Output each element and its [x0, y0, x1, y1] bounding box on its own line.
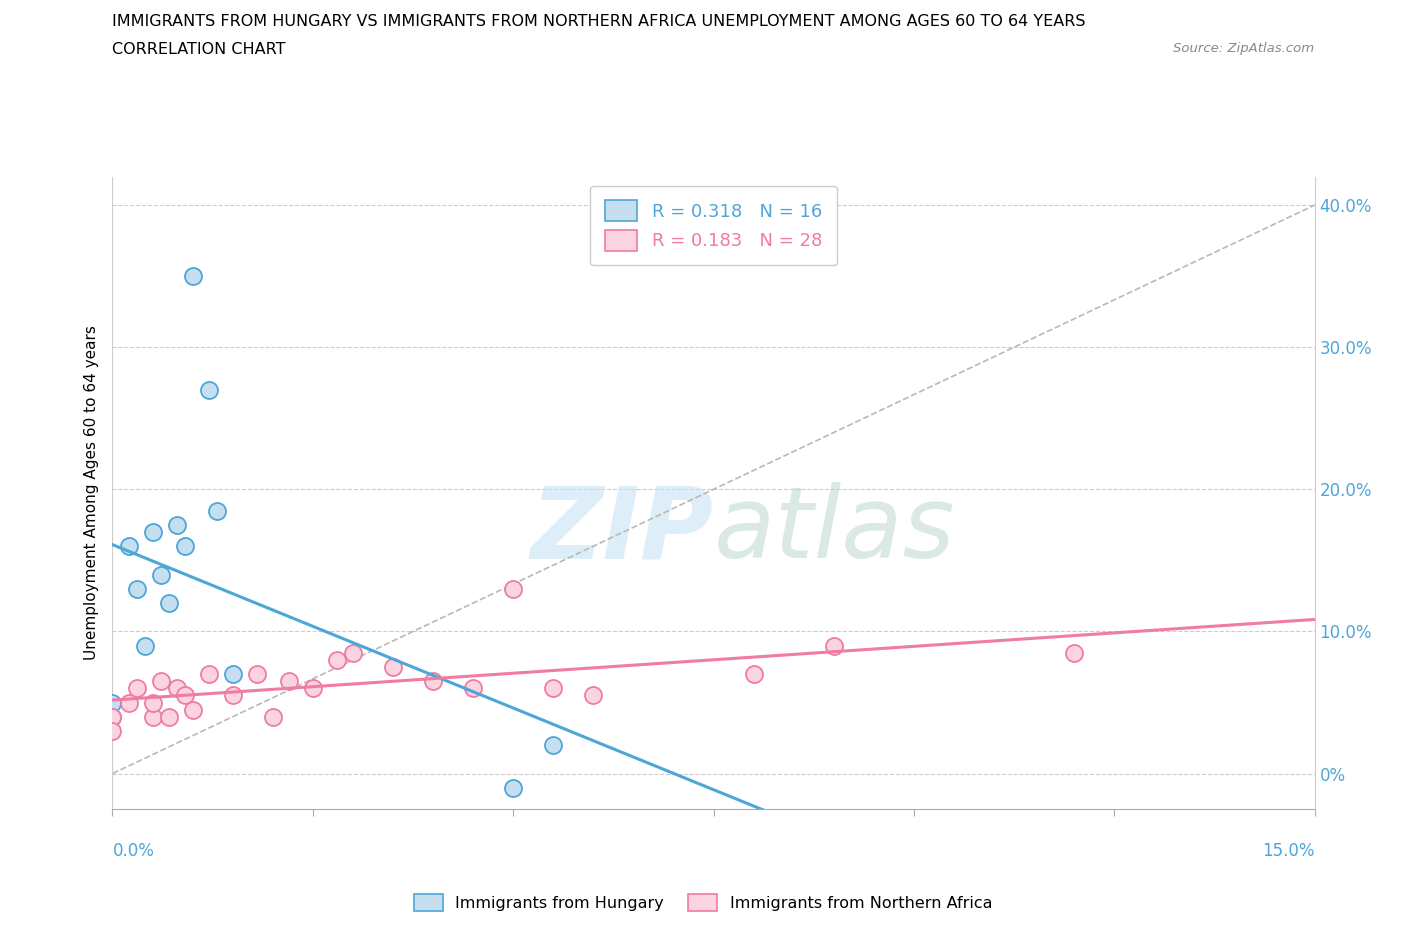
Point [101, 695, 124, 710]
Point [582, 688, 605, 703]
Point [422, 673, 444, 688]
Point [166, 681, 188, 696]
Point [117, 695, 139, 710]
Point [173, 688, 195, 703]
Point [382, 659, 405, 674]
Text: atlas: atlas [713, 483, 955, 579]
Legend: R = 0.318   N = 16, R = 0.183   N = 28: R = 0.318 N = 16, R = 0.183 N = 28 [591, 186, 837, 265]
Point [141, 695, 163, 710]
Point [197, 667, 219, 682]
Point [326, 653, 349, 668]
Point [125, 681, 148, 696]
Point [141, 525, 163, 539]
Point [502, 780, 524, 795]
Point [149, 673, 172, 688]
Point [101, 710, 124, 724]
Point [1063, 645, 1085, 660]
Point [181, 702, 204, 717]
Point [823, 638, 845, 653]
Point [197, 382, 219, 397]
Point [125, 581, 148, 596]
Point [173, 538, 195, 553]
Point [277, 673, 299, 688]
Point [117, 538, 139, 553]
Text: ZIP: ZIP [530, 483, 713, 579]
Point [166, 517, 188, 532]
Text: IMMIGRANTS FROM HUNGARY VS IMMIGRANTS FROM NORTHERN AFRICA UNEMPLOYMENT AMONG AG: IMMIGRANTS FROM HUNGARY VS IMMIGRANTS FR… [112, 14, 1085, 29]
Point [134, 638, 156, 653]
Point [157, 595, 180, 610]
Y-axis label: Unemployment Among Ages 60 to 64 years: Unemployment Among Ages 60 to 64 years [83, 326, 98, 660]
Point [742, 667, 765, 682]
Point [302, 681, 325, 696]
Point [543, 737, 565, 752]
Point [222, 667, 245, 682]
Point [502, 581, 524, 596]
Text: 0.0%: 0.0% [112, 842, 155, 859]
Text: CORRELATION CHART: CORRELATION CHART [112, 42, 285, 57]
Point [141, 710, 163, 724]
Point [262, 710, 284, 724]
Point [101, 724, 124, 738]
Point [222, 688, 245, 703]
Point [246, 667, 269, 682]
Point [181, 269, 204, 284]
Text: Source: ZipAtlas.com: Source: ZipAtlas.com [1174, 42, 1315, 55]
Point [461, 681, 484, 696]
Point [543, 681, 565, 696]
Point [157, 710, 180, 724]
Point [101, 710, 124, 724]
Point [205, 503, 228, 518]
Text: 15.0%: 15.0% [1263, 842, 1315, 859]
Legend: Immigrants from Hungary, Immigrants from Northern Africa: Immigrants from Hungary, Immigrants from… [408, 888, 998, 917]
Point [342, 645, 364, 660]
Point [149, 567, 172, 582]
